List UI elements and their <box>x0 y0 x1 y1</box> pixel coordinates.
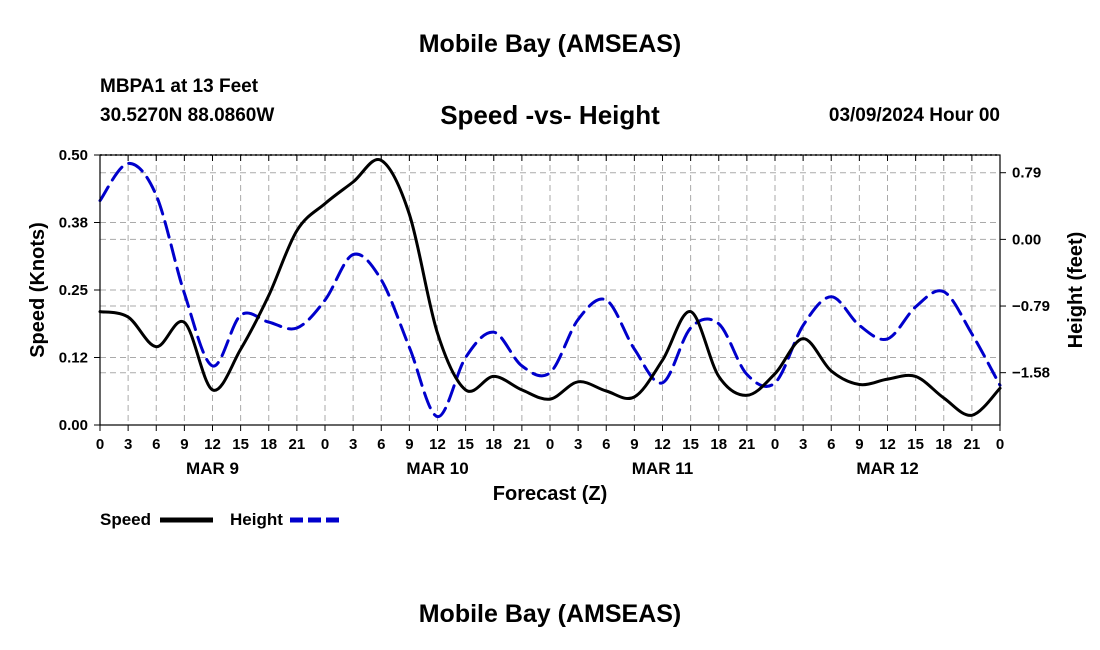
x-tick-label: 0 <box>546 436 554 453</box>
day-label: MAR 10 <box>406 459 468 478</box>
y-left-tick-label: 0.00 <box>59 417 88 434</box>
chart-title: Speed -vs- Height <box>440 100 660 130</box>
x-tick-label: 15 <box>907 436 924 453</box>
legend-height-label: Height <box>230 510 283 529</box>
y-left-tick-label: 0.50 <box>59 147 88 164</box>
x-tick-label: 15 <box>682 436 699 453</box>
y-right-tick-label: −0.79 <box>1012 298 1050 315</box>
x-tick-label: 18 <box>935 436 952 453</box>
x-axis-label: Forecast (Z) <box>493 483 607 505</box>
axis-labels: 0 3 6 9 12 15 18 21 0 3 6 9 12 15 18 21 0 3 6 9 12 15 18 21 0 3 6 9… <box>59 147 1050 478</box>
x-tick-label: 12 <box>429 436 446 453</box>
x-tick-label: 0 <box>771 436 779 453</box>
x-tick-label: 3 <box>574 436 582 453</box>
series-lines <box>98 158 1002 419</box>
footer-title: Mobile Bay (AMSEAS) <box>418 600 682 628</box>
x-tick-label: 21 <box>289 436 306 453</box>
main-title: Mobile Bay (AMSEAS) <box>418 30 682 58</box>
x-tick-label: 9 <box>180 436 188 453</box>
y-left-tick-label: 0.38 <box>59 215 88 232</box>
x-tick-label: 0 <box>96 436 104 453</box>
forecast-datetime: 03/09/2024 Hour 00 <box>828 105 1000 126</box>
coordinates-label: 30.5270N 88.0860W <box>100 105 275 126</box>
y-right-tick-label: 0.79 <box>1012 165 1041 182</box>
x-tick-label: 6 <box>602 436 610 453</box>
x-tick-label: 0 <box>996 436 1004 453</box>
station-label: MBPA1 at 13 Feet <box>100 76 259 97</box>
y-right-tick-label: −1.58 <box>1012 365 1050 382</box>
y-left-tick-label: 0.25 <box>59 282 88 299</box>
x-tick-label: 18 <box>710 436 727 453</box>
y-axis-left-label: Speed (Knots) <box>27 222 49 358</box>
legend: Speed Height <box>100 510 343 529</box>
x-tick-label: 12 <box>204 436 221 453</box>
x-tick-label: 9 <box>855 436 863 453</box>
x-tick-label: 3 <box>799 436 807 453</box>
speed-series-line <box>98 158 1002 417</box>
legend-speed-label: Speed <box>100 510 151 529</box>
day-label: MAR 12 <box>856 459 918 478</box>
x-tick-label: 0 <box>321 436 329 453</box>
x-tick-label: 9 <box>405 436 413 453</box>
x-tick-label: 6 <box>827 436 835 453</box>
x-tick-label: 3 <box>124 436 132 453</box>
x-tick-label: 21 <box>739 436 756 453</box>
x-tick-label: 12 <box>654 436 671 453</box>
axis-ticks <box>94 154 1006 431</box>
y-axis-right-label: Height (feet) <box>1065 232 1087 349</box>
day-label: MAR 9 <box>186 459 239 478</box>
x-tick-label: 18 <box>260 436 277 453</box>
y-right-tick-label: 0.00 <box>1012 231 1041 248</box>
x-tick-label: 9 <box>630 436 638 453</box>
y-left-tick-label: 0.12 <box>59 350 88 367</box>
day-label: MAR 11 <box>632 459 693 478</box>
x-tick-label: 12 <box>879 436 896 453</box>
x-tick-label: 21 <box>964 436 981 453</box>
x-tick-label: 3 <box>349 436 357 453</box>
x-tick-label: 21 <box>514 436 531 453</box>
x-tick-label: 6 <box>152 436 160 453</box>
x-tick-label: 15 <box>457 436 474 453</box>
x-tick-label: 15 <box>232 436 249 453</box>
x-tick-label: 18 <box>485 436 502 453</box>
height-series-line <box>98 161 1002 419</box>
x-tick-label: 6 <box>377 436 385 453</box>
